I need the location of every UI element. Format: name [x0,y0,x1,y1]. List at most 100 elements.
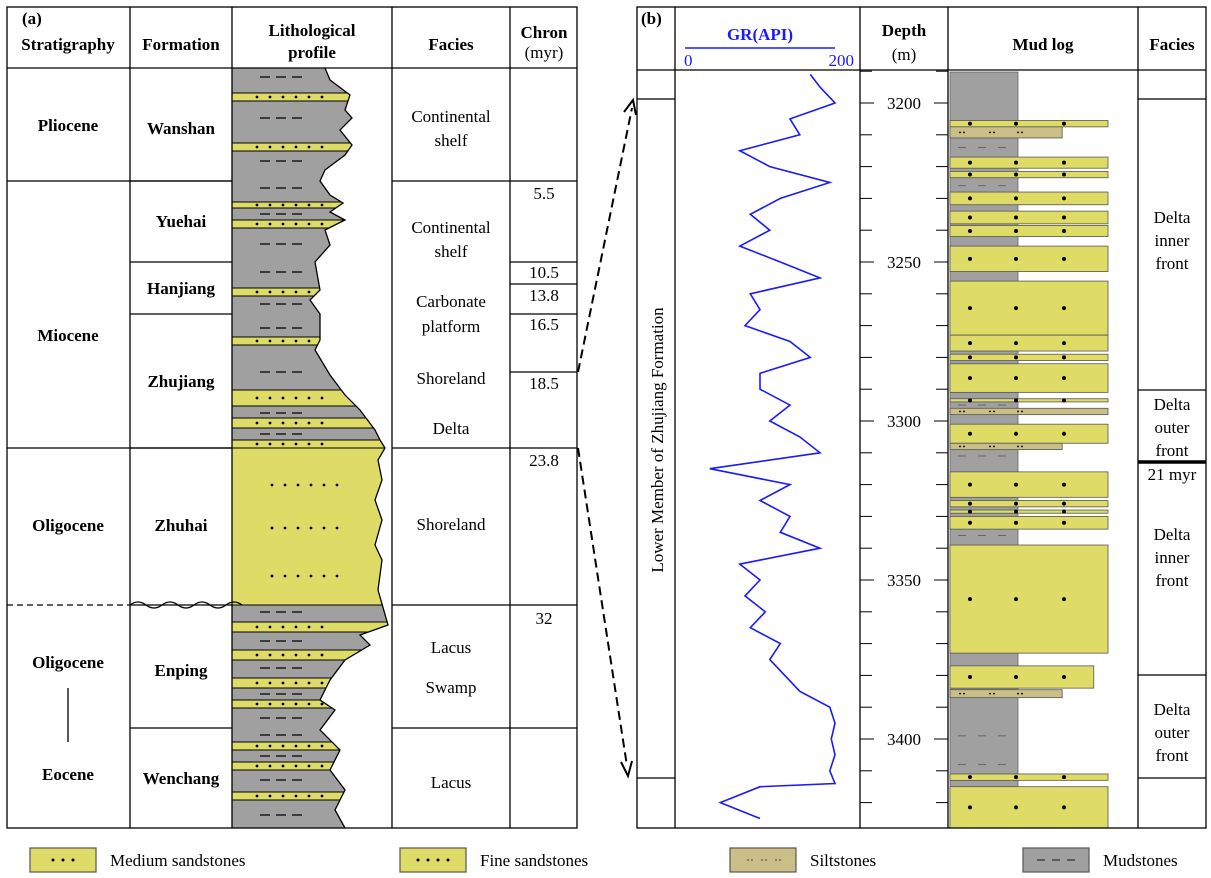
facies-label: Delta [1154,525,1191,544]
sand-dot [1014,376,1018,381]
depth-tick-label: 3300 [887,412,921,431]
sand-dot [968,376,972,381]
fine-bed [949,120,1109,128]
silt-dot [1021,410,1023,413]
chron-value: 16.5 [529,315,559,334]
sand-dot [294,339,298,343]
sand-dot [320,203,324,207]
sand-dot [1062,196,1066,201]
sand-dot [294,794,298,798]
sand-dot [294,442,298,446]
sand-dot [307,442,311,446]
sand-dot [281,764,285,768]
silt-dot [993,410,995,413]
depth-tick-label: 3350 [887,571,921,590]
sand-dot [1062,306,1066,311]
sand-dot [281,421,285,425]
sand-dot [255,339,259,343]
sand-dot [320,442,324,446]
sand-dot [1014,509,1018,514]
sand-dot [281,203,285,207]
facies-label: Delta [1154,208,1191,227]
gr-max: 200 [829,51,855,70]
sand-dot [335,526,339,530]
unconformity-wave [129,601,243,609]
sand-dot [320,290,324,294]
sand-dot [968,228,972,233]
lithology-outline [309,67,389,829]
sand-dot [320,764,324,768]
legend-medium-label: Medium sandstones [110,851,246,870]
sand-dot [307,396,311,400]
sand-dot [268,681,272,685]
facies-label: Shoreland [417,369,486,388]
sand-dot [307,145,311,149]
sand-dot [1014,341,1018,346]
gr-min: 0 [684,51,693,70]
chron-value: 32 [536,609,553,628]
sand-dot [255,203,259,207]
silt-dot [1017,410,1019,413]
sand-dot [281,95,285,99]
depth-axis: 3200 3250 3300 3350 3400 [860,70,948,804]
sand-dot [268,442,272,446]
sand-dot [51,858,55,862]
legend-silt-label: Siltstones [810,851,876,870]
header-stratigraphy: Stratigraphy [21,35,115,54]
sand-dot [294,681,298,685]
sand-dot [281,653,285,657]
sand-dot [1014,228,1018,233]
sand-dot [968,431,972,436]
facies-label: Delta [433,419,470,438]
sand-dot [1014,172,1018,177]
sand-dot [1014,306,1018,311]
sand-dot [268,794,272,798]
sand-dot [320,421,324,425]
sand-dot [968,775,972,780]
sand-dot [1062,482,1066,487]
facies-label: inner [1155,548,1190,567]
sand-dot [320,653,324,657]
legend-fine-label: Fine sandstones [480,851,588,870]
medium-bed [949,280,1109,336]
silt-dot [1021,131,1023,134]
sand-dot [307,203,311,207]
chron-value: 23.8 [529,451,559,470]
silt-dot [959,410,961,413]
sand-dot [307,625,311,629]
sand-dot [255,222,259,226]
silt-dot [959,445,961,448]
gr-curve [709,73,837,820]
gr-title: GR(API) [727,25,793,44]
sand-dot [294,625,298,629]
sand-dot [1014,775,1018,780]
sand-dot [268,764,272,768]
chron-value: 18.5 [529,374,559,393]
panel-b: 3200 3250 3300 3350 3400 (b) GR(API) 0 200 D… [636,6,1207,829]
sand-dot [309,483,313,487]
facies-label: Swamp [426,678,477,697]
medium-bed [949,363,1109,393]
sand-dot [1014,501,1018,506]
lithological-profile [232,68,388,828]
silt-dot [963,131,965,134]
sand-dot [320,396,324,400]
sand-dot [968,196,972,201]
sand-dot [307,653,311,657]
sand-dot [1062,355,1066,360]
sand-dot [294,744,298,748]
legend-swatch [399,847,467,873]
fine-bed [949,500,1109,508]
mudlog-title: Mud log [1013,35,1074,54]
silt-dot [993,692,995,695]
sand-dot [71,858,75,862]
sand-dot [294,421,298,425]
silt-bed [949,689,1063,699]
sand-dot [307,744,311,748]
sand-dot [281,681,285,685]
sand-dot [968,215,972,220]
sand-dot [255,290,259,294]
silt-bed [949,442,1063,451]
sand-dot [1062,501,1066,506]
fine-bed [949,516,1109,530]
